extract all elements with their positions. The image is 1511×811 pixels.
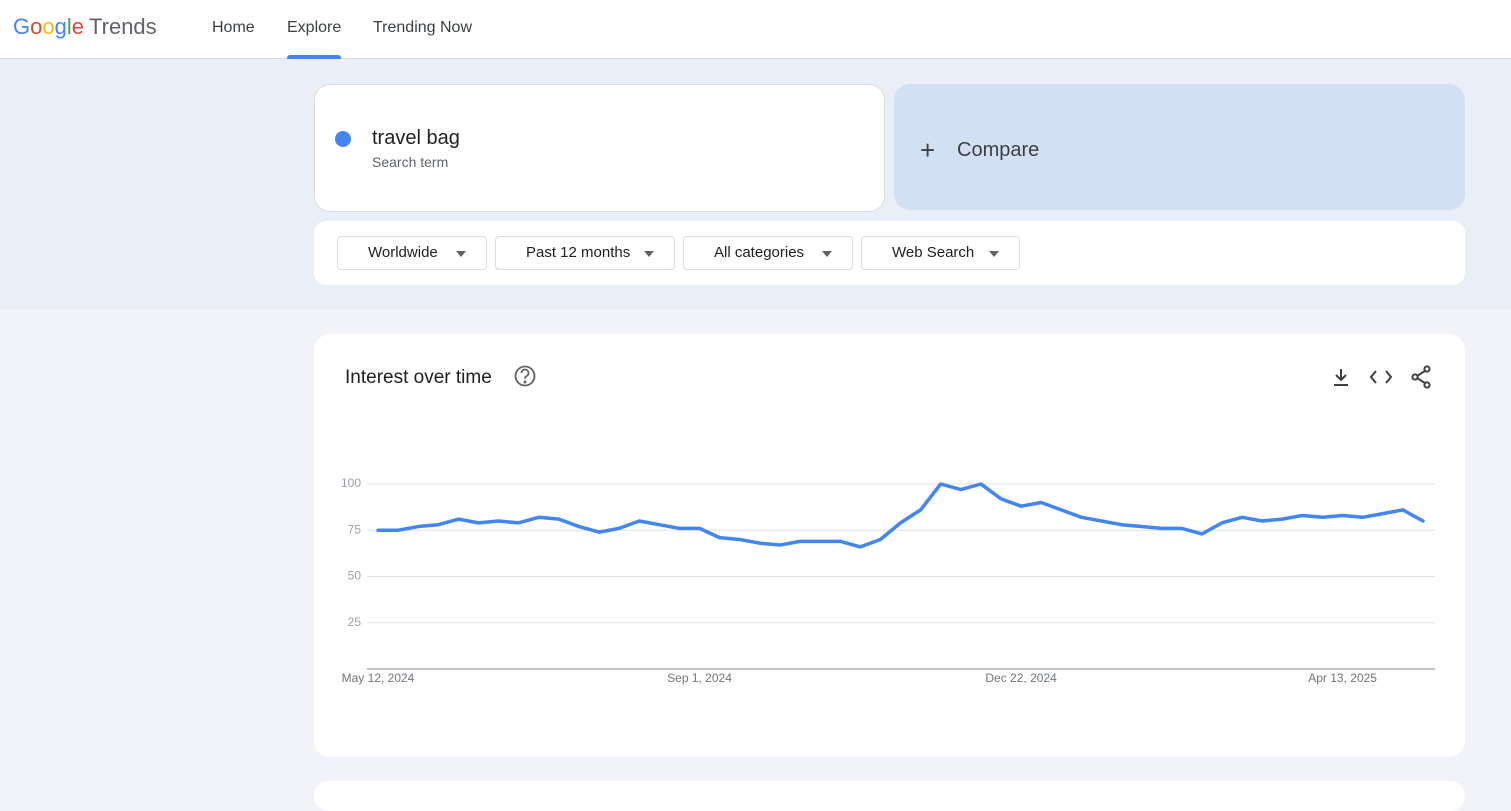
x-tick-label: Dec 22, 2024 (985, 671, 1057, 685)
term-dot (335, 131, 351, 147)
share-icon[interactable] (1411, 365, 1431, 389)
compare-label: Compare (957, 139, 1040, 161)
compare-card[interactable] (894, 84, 1465, 210)
next-card (314, 781, 1465, 811)
logo-brand: Google (13, 14, 85, 39)
filter-dropdown[interactable]: Worldwide (337, 236, 487, 270)
x-tick-label: Sep 1, 2024 (667, 671, 732, 685)
help-icon[interactable] (514, 365, 536, 387)
x-tick-label: May 12, 2024 (342, 671, 415, 685)
download-icon[interactable] (1334, 369, 1348, 386)
logo[interactable]: Google Trends (13, 14, 157, 40)
y-tick-label: 75 (348, 522, 362, 536)
plus-icon: + (920, 135, 936, 165)
y-tick-label: 100 (341, 476, 361, 490)
active-tab-indicator (287, 55, 341, 59)
chart-title: Interest over time (345, 367, 492, 388)
search-card[interactable] (314, 84, 885, 212)
filter-dropdown[interactable]: All categories (683, 236, 853, 270)
nav-link[interactable]: Home (212, 19, 255, 36)
search-term-type: Search term (372, 154, 449, 170)
filter-dropdown[interactable]: Past 12 months (495, 236, 675, 270)
trend-line (376, 482, 1425, 549)
filter-dropdown[interactable]: Web Search (861, 236, 1020, 270)
nav-link[interactable]: Explore (287, 19, 342, 36)
chart-card: Interest over time 25 50 75 100 May 12, 2024… (314, 334, 1465, 757)
nav-link[interactable]: Trending Now (373, 19, 473, 36)
y-tick-label: 25 (348, 615, 362, 629)
logo-product: Trends (89, 14, 157, 39)
header (0, 0, 1511, 59)
chart: Interest over time 25 50 75 100 May 12, 2024… (341, 365, 1435, 685)
search-term: travel bag (372, 127, 460, 149)
embed-icon[interactable] (1369, 370, 1393, 384)
y-tick-label: 50 (348, 569, 362, 583)
x-tick-label: Apr 13, 2025 (1308, 671, 1377, 685)
